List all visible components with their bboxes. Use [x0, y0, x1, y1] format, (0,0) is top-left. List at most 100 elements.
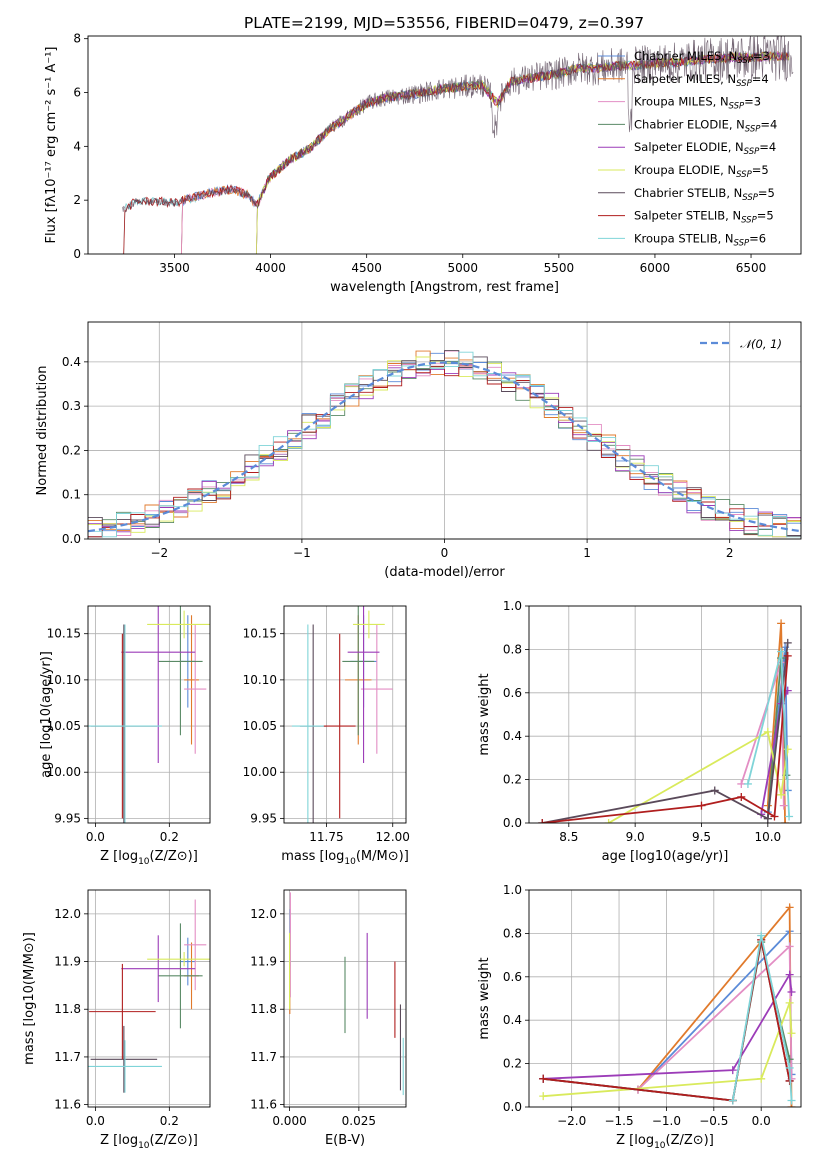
x-axis-label-main: mass [log [281, 849, 344, 864]
figure-title: PLATE=2199, MJD=53556, FIBERID=0479, z=0… [244, 14, 644, 32]
weight-marker [787, 1096, 796, 1105]
y-tick-label: 11.8 [54, 1002, 81, 1016]
y-tick-label: 11.7 [54, 1050, 81, 1064]
axes-frame [87, 321, 802, 540]
y-tick-label: 0.4 [62, 355, 81, 369]
weight-marker [787, 1029, 796, 1038]
x-tick-label: 4500 [351, 261, 382, 275]
y-tick-label: 10.05 [47, 719, 81, 733]
x-tick-label: 4000 [255, 261, 286, 275]
legend-entry-sub: SSP [737, 56, 753, 66]
x-tick-label: −1.0 [652, 1114, 681, 1128]
axes-frame [87, 605, 211, 824]
legend-entry-sub: SSP [741, 216, 757, 226]
y-axis-label: mass weight [477, 673, 492, 755]
legend-entry-main: Salpeter STELIB, N [634, 209, 741, 223]
x-tick-label: 5000 [447, 261, 478, 275]
axes-frame [528, 605, 802, 824]
x-tick-label: 6000 [640, 261, 671, 275]
legend-entry: Salpeter ELODIE, NSSP=4 [634, 140, 776, 157]
y-axis-label: age [log10(age/yr)] [39, 651, 54, 778]
x-tick-label: 8.5 [559, 830, 578, 844]
plot-area [88, 350, 801, 538]
legend-entry: Salpeter MILES, NSSP=4 [634, 72, 769, 89]
x-tick-label: 0.2 [160, 1114, 179, 1128]
x-tick-label: −1 [293, 546, 311, 560]
x-axis-label-sub: 10 [344, 857, 356, 867]
weight-marker [779, 801, 788, 810]
x-axis-label-tail: (Z/Z⊙)] [150, 849, 198, 864]
weight-marker [539, 1092, 548, 1101]
legend-entry-end: =6 [749, 231, 766, 245]
x-tick-label: 0.025 [342, 1114, 376, 1128]
x-tick-label: 0.000 [272, 1114, 306, 1128]
x-axis-label: age [log10(age/yr)] [602, 849, 729, 864]
weight-marker [777, 647, 786, 656]
y-tick-label: 10.05 [243, 719, 277, 733]
plot-area [538, 619, 794, 823]
x-tick-label: 0.0 [86, 830, 105, 844]
y-tick-label: 0 [73, 247, 81, 261]
legend-entry-main: Chabrier STELIB, N [634, 186, 742, 200]
weight-marker [737, 792, 746, 801]
x-tick-label: −2.0 [557, 1114, 586, 1128]
x-axis-label-sub: 10 [138, 1141, 150, 1151]
weight-marker [787, 987, 796, 996]
x-tick-label: 2 [726, 546, 734, 560]
legend-entry-sub: SSP [745, 124, 761, 134]
y-tick-label: 0.3 [62, 399, 81, 413]
weight-marker [783, 638, 792, 647]
plot-area [88, 606, 210, 823]
y-tick-label: 0.1 [62, 488, 81, 502]
weight-marker [539, 1074, 548, 1083]
y-tick-label: 10.10 [47, 673, 81, 687]
x-tick-label: 5500 [544, 261, 575, 275]
x-axis-label: Z [log10(Z/Z⊙)] [100, 1133, 198, 1151]
x-axis-label: mass [log10(M/M⊙)] [281, 849, 409, 867]
observed-spectrum-line [122, 36, 794, 213]
legend-entry: Kroupa STELIB, NSSP=6 [634, 231, 766, 248]
y-tick-label: 12.0 [250, 907, 277, 921]
axes-frame [528, 889, 802, 1108]
legend-entry-main: Kroupa STELIB, N [634, 231, 734, 245]
mass-vs-metallicity-panel: 0.0 0.2 11.6 11.7 11.8 11.9 12.0 Z [log10(Z/Z⊙)… [22, 889, 211, 1151]
legend-entry-sub: SSP [742, 193, 758, 203]
y-tick-label: 11.6 [250, 1098, 277, 1112]
x-axis-label-sub: 10 [138, 857, 150, 867]
y-tick-label: 10.15 [47, 627, 81, 641]
x-tick-label: −1.5 [604, 1114, 633, 1128]
legend-entry-sub: SSP [736, 79, 752, 89]
legend-entry-end: =4 [760, 117, 777, 131]
legend-entry: Chabrier STELIB, NSSP=5 [634, 186, 775, 203]
weight-series-line [731, 935, 793, 1101]
y-tick-label: 10.00 [47, 765, 81, 779]
y-tick-label: 0.6 [503, 970, 522, 984]
weight-marker [763, 814, 772, 823]
y-tick-label: 0.4 [503, 1013, 522, 1027]
weight-marker [785, 970, 794, 979]
x-tick-label: 3500 [159, 261, 190, 275]
x-axis-label: wavelength [Angstrom, rest frame] [330, 280, 559, 295]
y-tick-label: 0.0 [62, 532, 81, 546]
weight-marker [743, 779, 752, 788]
y-axis-label: Normed distribution [35, 366, 50, 496]
y-tick-label: 12.0 [54, 907, 81, 921]
y-tick-label: 0.2 [503, 1057, 522, 1071]
x-tick-label: 10.0 [754, 830, 781, 844]
y-tick-label: 11.8 [250, 1002, 277, 1016]
weight-marker [604, 819, 613, 823]
y-axis-label: mass [log10(M/M⊙)] [22, 932, 37, 1065]
x-tick-label: 0 [441, 546, 449, 560]
weight-marker [763, 727, 772, 736]
normal-curve [88, 361, 801, 533]
y-tick-label: 2 [73, 193, 81, 207]
weight-marker [697, 801, 706, 810]
x-axis-label-main: Z [log [100, 849, 138, 864]
weight-vs-age-panel: 8.5 9.0 9.5 10.0 0.0 0.2 0.4 0.6 0.8 1.0 age [log1… [477, 599, 802, 864]
y-tick-label: 10.15 [243, 627, 277, 641]
y-tick-label: 11.7 [250, 1050, 277, 1064]
legend-entry-main: Kroupa ELODIE, N [634, 163, 736, 177]
y-tick-label: 9.95 [250, 811, 277, 825]
legend-entry-end: =4 [759, 140, 776, 154]
